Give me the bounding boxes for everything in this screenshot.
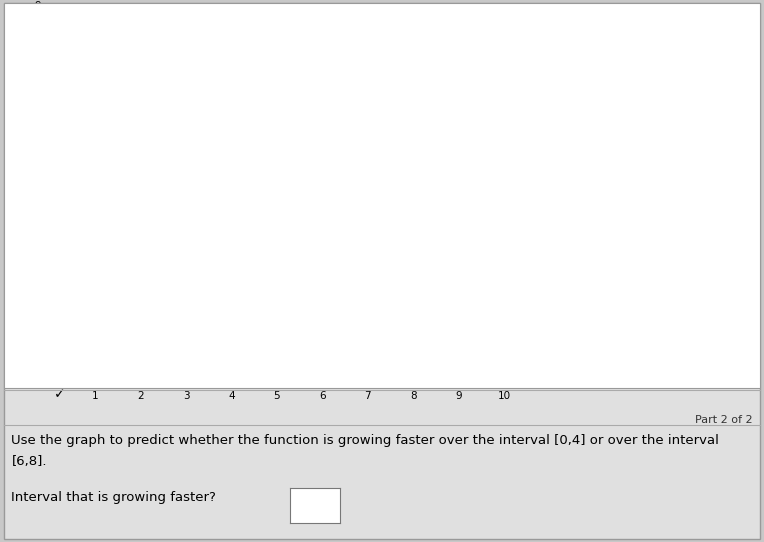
FancyBboxPatch shape	[54, 360, 134, 384]
Text: Interval that is growing faster?: Interval that is growing faster?	[11, 491, 216, 504]
Text: ✓: ✓	[53, 388, 65, 401]
Text: Use the graph to predict whether the function is growing faster over the interva: Use the graph to predict whether the fun…	[11, 434, 720, 447]
Text: Draw:: Draw:	[147, 364, 182, 377]
Text: Clear All: Clear All	[70, 364, 119, 377]
Text: Part 2 of 2: Part 2 of 2	[695, 415, 753, 424]
FancyBboxPatch shape	[166, 356, 248, 387]
Text: [6,8].: [6,8].	[11, 455, 47, 468]
